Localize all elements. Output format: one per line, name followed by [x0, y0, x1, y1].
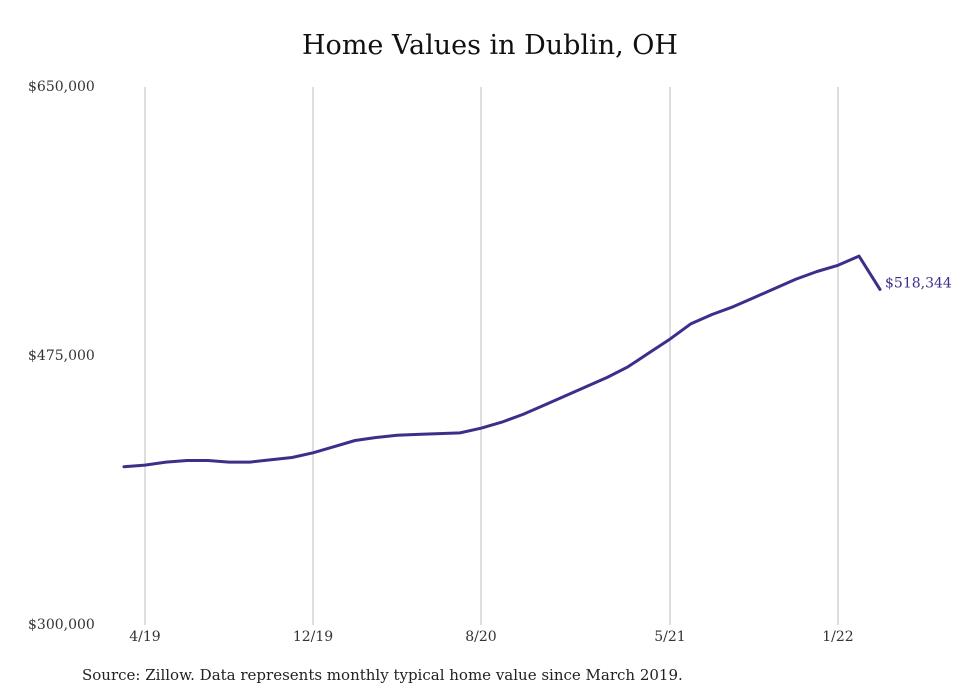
end-value-label: $518,344 — [885, 275, 952, 291]
source-note: Source: Zillow. Data represents monthly … — [82, 666, 683, 684]
y-tick-label: $300,000 — [28, 617, 95, 633]
x-tick-label: 5/21 — [654, 629, 685, 645]
x-tick-label: 8/20 — [465, 629, 496, 645]
y-tick-label: $650,000 — [28, 79, 95, 95]
x-tick-label: 4/19 — [129, 629, 160, 645]
home-value-line — [122, 254, 882, 469]
x-tick-label: 1/22 — [822, 629, 853, 645]
chart-title: Home Values in Dublin, OH — [302, 30, 678, 61]
y-tick-label: $475,000 — [28, 348, 95, 364]
x-tick-label: 12/19 — [293, 629, 333, 645]
